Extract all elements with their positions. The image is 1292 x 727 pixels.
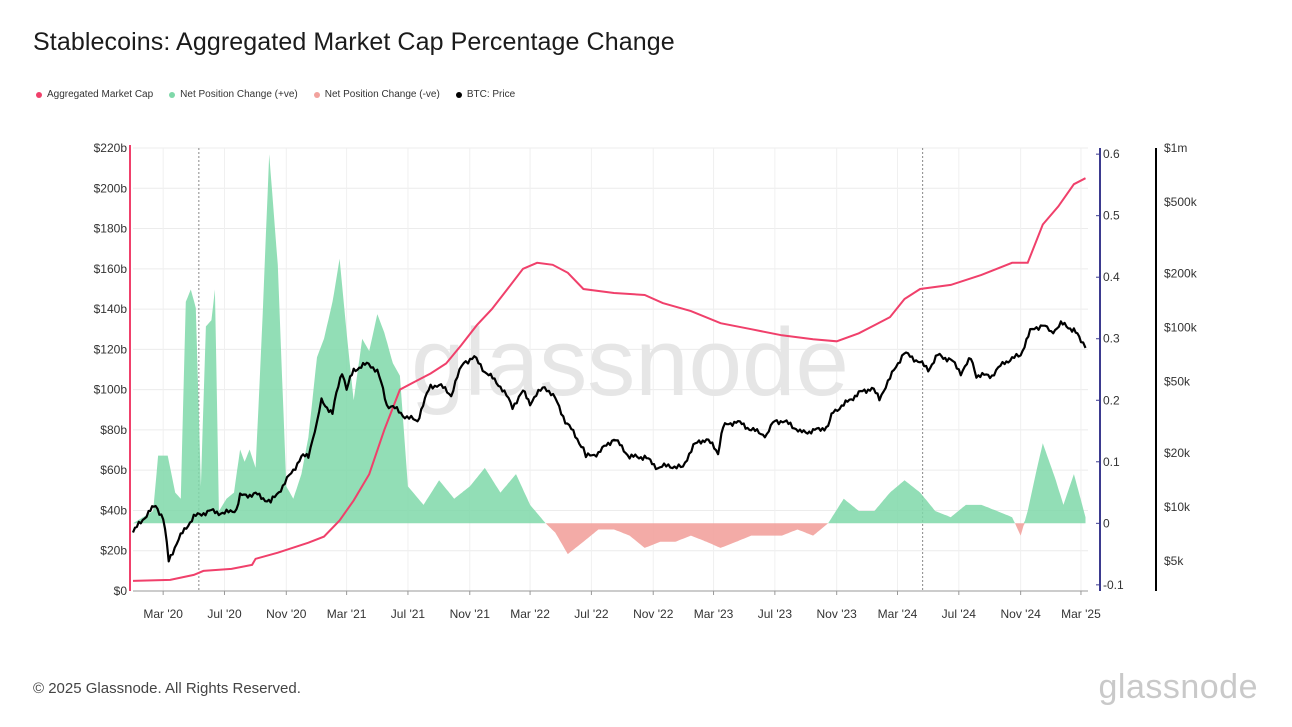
x-tick-label: Mar '21 (327, 607, 367, 621)
left-tick-label: $40b (100, 503, 127, 517)
x-tick-label: Jul '22 (574, 607, 609, 621)
left-tick-label: $220b (94, 141, 128, 155)
copyright-footer: © 2025 Glassnode. All Rights Reserved. (33, 680, 301, 697)
x-tick-label: Jul '23 (758, 607, 793, 621)
right-tick-label: -0.1 (1103, 578, 1124, 592)
chart-watermark: glassnode (411, 309, 849, 416)
x-tick-label: Nov '24 (1000, 607, 1041, 621)
left-tick-label: $20b (100, 544, 127, 558)
chart-title: Stablecoins: Aggregated Market Cap Perce… (33, 28, 675, 56)
legend-label: Aggregated Market Cap (47, 89, 154, 100)
price-tick-label: $100k (1164, 320, 1198, 334)
legend-dot-market-cap (36, 91, 42, 98)
legend-dot-net-positive (169, 91, 176, 98)
right-tick-label: 0.1 (1103, 455, 1120, 469)
x-tick-label: Nov '21 (450, 607, 491, 621)
right-tick-label: 0.4 (1103, 270, 1120, 284)
legend-dot-net-negative (313, 91, 320, 98)
legend-item-net-negative[interactable]: Net Position Change (-ve) (313, 89, 440, 100)
left-tick-label: $0 (114, 584, 128, 598)
x-tick-label: Mar '20 (143, 607, 183, 621)
net-position-positive-area (133, 154, 1086, 524)
x-tick-label: Jul '21 (391, 607, 426, 621)
price-tick-label: $1m (1164, 141, 1187, 155)
right-tick-label: 0.5 (1103, 209, 1120, 223)
x-tick-label: Nov '20 (266, 607, 307, 621)
left-tick-label: $180b (94, 222, 128, 236)
left-tick-label: $80b (100, 423, 127, 437)
net-position-area (133, 154, 1086, 555)
tick-labels: $0 $20b $40b $60b $80b $100b $120b $140b $160b $1… (94, 141, 1198, 621)
net-position-negative-area (133, 523, 1086, 555)
right-tick-label: 0.3 (1103, 332, 1120, 346)
axes (129, 145, 1157, 595)
legend-item-net-positive[interactable]: Net Position Change (+ve) (169, 89, 298, 100)
x-tick-label: Nov '22 (633, 607, 674, 621)
legend: Aggregated Market Cap Net Position Chang… (36, 89, 515, 100)
price-tick-label: $200k (1164, 266, 1198, 280)
right-tick-label: 0.2 (1103, 393, 1120, 407)
market-cap-line (132, 177, 1086, 582)
x-tick-label: Mar '23 (694, 607, 734, 621)
x-tick-label: Mar '25 (1061, 607, 1101, 621)
price-tick-label: $10k (1164, 500, 1191, 514)
x-tick-label: Mar '24 (878, 607, 918, 621)
price-tick-label: $50k (1164, 374, 1191, 388)
legend-item-btc-price[interactable]: BTC: Price (455, 89, 516, 100)
left-tick-label: $120b (94, 342, 128, 356)
x-tick-label: Mar '22 (510, 607, 550, 621)
btc-price-line (131, 320, 1087, 563)
legend-label: Net Position Change (-ve) (324, 89, 440, 100)
x-tick-label: Nov '23 (817, 607, 858, 621)
legend-label: BTC: Price (466, 89, 516, 100)
legend-item-market-cap[interactable]: Aggregated Market Cap (36, 89, 153, 100)
x-tick-label: Jul '20 (207, 607, 242, 621)
price-tick-label: $5k (1164, 554, 1184, 568)
legend-label: Net Position Change (+ve) (180, 89, 298, 100)
left-tick-label: $200b (94, 181, 128, 195)
x-tick-label: Jul '24 (942, 607, 977, 621)
left-tick-label: $140b (94, 302, 128, 316)
price-tick-label: $500k (1164, 195, 1198, 209)
right-tick-label: 0.6 (1103, 147, 1120, 161)
legend-dot-btc-price (455, 91, 462, 98)
left-tick-label: $160b (94, 262, 128, 276)
left-tick-label: $60b (100, 463, 127, 477)
glassnode-logo: glassnode (1098, 668, 1258, 706)
left-tick-label: $100b (94, 383, 128, 397)
right-tick-label: 0 (1103, 516, 1110, 530)
series-lines (131, 177, 1087, 582)
price-tick-label: $20k (1164, 446, 1191, 460)
